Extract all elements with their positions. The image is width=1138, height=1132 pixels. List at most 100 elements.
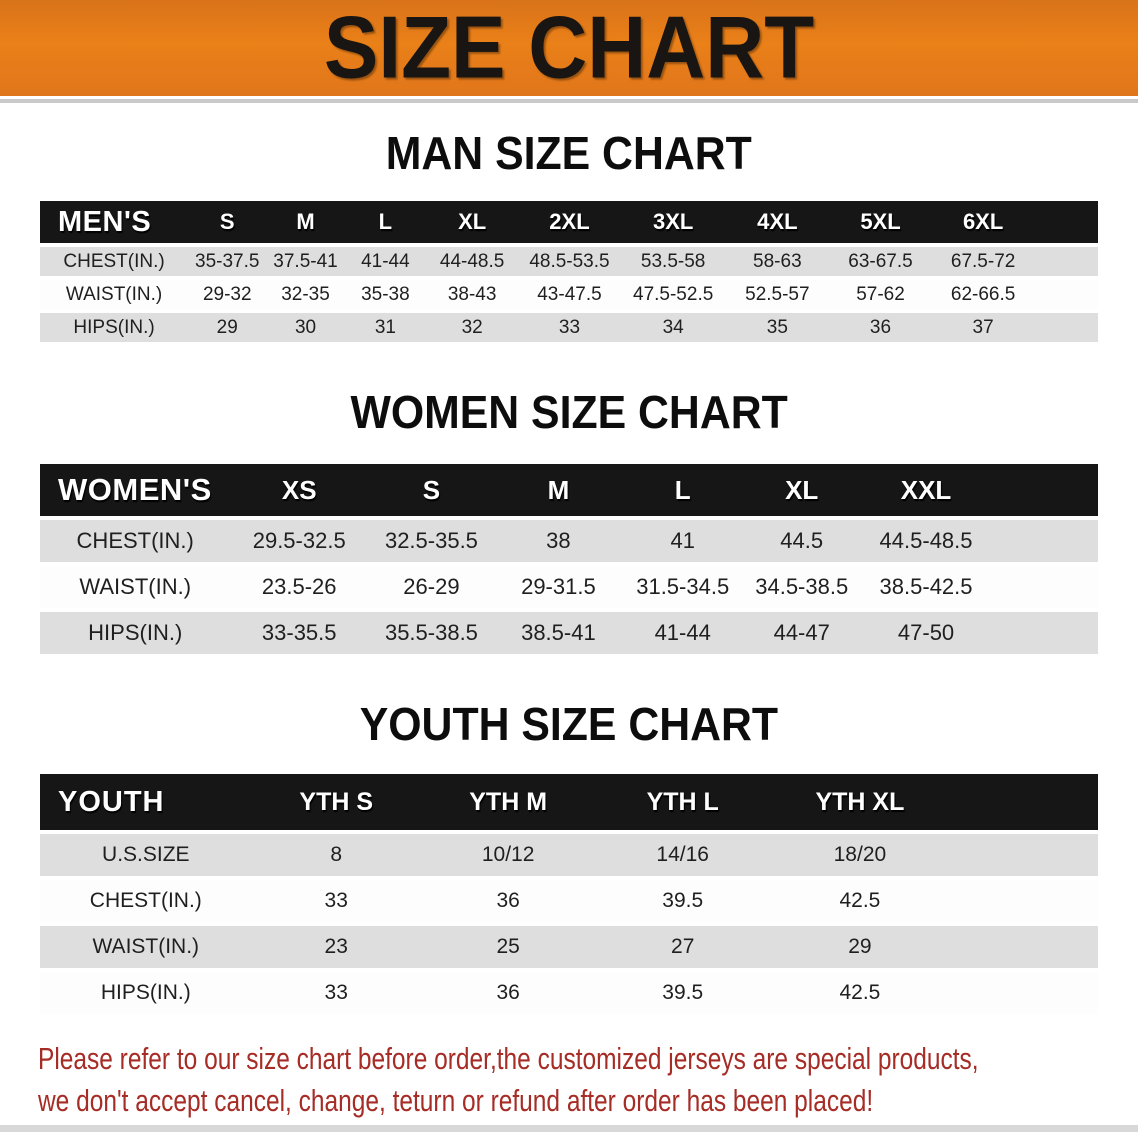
size-column-header: XL	[743, 464, 860, 516]
size-value-cell: 52.5-57	[725, 280, 830, 309]
row-label-cell: CHEST(IN.)	[40, 880, 252, 922]
measurement-row: WAIST(IN.) 29-32 32-35 35-38 38-43 43-47.5 47.…	[40, 280, 1098, 309]
row-spacer-cell	[1034, 313, 1098, 342]
measurement-row: CHEST(IN.) 29.5-32.5 32.5-35.5 38 41 44.5 44.5…	[40, 520, 1098, 562]
size-value-cell: 38-43	[426, 280, 519, 309]
disclaimer-line-2: we don't accept cancel, change, teturn o…	[38, 1083, 874, 1118]
size-value-cell: 38.5-42.5	[859, 566, 993, 608]
size-column-header: 2XL	[518, 201, 621, 243]
measurement-row: U.S.SIZE 8 10/12 14/16 18/20	[40, 834, 1098, 876]
size-value-cell: 35-37.5	[188, 247, 267, 276]
row-spacer-cell	[949, 926, 1098, 968]
size-value-cell: 62-66.5	[931, 280, 1035, 309]
row-label-cell: HIPS(IN.)	[40, 612, 231, 654]
size-value-cell: 67.5-72	[931, 247, 1035, 276]
size-value-cell: 31.5-34.5	[621, 566, 744, 608]
size-column-header: YTH M	[420, 774, 596, 830]
size-value-cell: 26-29	[367, 566, 495, 608]
size-value-cell: 23	[251, 926, 421, 968]
row-label-cell: CHEST(IN.)	[40, 520, 231, 562]
measurement-row: CHEST(IN.) 35-37.5 37.5-41 41-44 44-48.5 48.5…	[40, 247, 1098, 276]
size-value-cell: 18/20	[769, 834, 950, 876]
size-value-cell: 41-44	[621, 612, 744, 654]
size-value-cell: 35.5-38.5	[367, 612, 495, 654]
women-section-heading: WOMEN SIZE CHART	[0, 386, 1138, 438]
size-value-cell: 37.5-41	[266, 247, 345, 276]
row-spacer-cell	[949, 880, 1098, 922]
size-column-header: 6XL	[931, 201, 1035, 243]
size-column-header: XL	[426, 201, 519, 243]
size-value-cell: 35-38	[344, 280, 427, 309]
size-value-cell: 43-47.5	[518, 280, 621, 309]
women-section: WOMEN SIZE CHART WOMEN'S XS S M L XL XXL CHEST(…	[0, 386, 1138, 658]
size-value-cell: 10/12	[420, 834, 596, 876]
size-column-header: M	[494, 464, 622, 516]
row-spacer-cell	[992, 612, 1098, 654]
banner-title: SIZE CHART	[323, 0, 815, 97]
size-value-cell: 36	[420, 972, 596, 1014]
header-spacer-cell	[992, 464, 1098, 516]
header-spacer-cell	[949, 774, 1098, 830]
size-column-header: YTH S	[251, 774, 421, 830]
men-section: MAN SIZE CHART MEN'S S M L XL 2XL 3XL 4XL 5XL 6XL…	[0, 127, 1138, 346]
youth-size-table: YOUTH YTH S YTH M YTH L YTH XL U.S.SIZE 8 10/12…	[40, 770, 1098, 1018]
table-title-cell: YOUTH	[40, 774, 252, 830]
size-value-cell: 32	[426, 313, 519, 342]
row-spacer-cell	[992, 566, 1098, 608]
size-value-cell: 41	[621, 520, 744, 562]
size-column-header: S	[367, 464, 495, 516]
size-column-header: YTH XL	[769, 774, 950, 830]
size-value-cell: 33-35.5	[230, 612, 368, 654]
women-size-table: WOMEN'S XS S M L XL XXL CHEST(IN.) 29.5-32.5 32.5…	[40, 460, 1098, 658]
row-label-cell: WAIST(IN.)	[40, 566, 231, 608]
size-column-header: S	[188, 201, 267, 243]
row-spacer-cell	[949, 834, 1098, 876]
size-value-cell: 58-63	[725, 247, 830, 276]
table-title-cell: MEN'S	[40, 201, 189, 243]
row-label-cell: WAIST(IN.)	[40, 926, 252, 968]
size-value-cell: 25	[420, 926, 596, 968]
youth-section-heading-text: YOUTH SIZE CHART	[359, 698, 779, 750]
size-column-header: 3XL	[620, 201, 726, 243]
size-value-cell: 57-62	[829, 280, 932, 309]
size-value-cell: 29-31.5	[494, 566, 622, 608]
size-value-cell: 29	[188, 313, 267, 342]
size-column-header: 4XL	[725, 201, 830, 243]
size-column-header: XS	[230, 464, 368, 516]
size-value-cell: 32.5-35.5	[367, 520, 495, 562]
youth-section-heading: YOUTH SIZE CHART	[0, 698, 1138, 750]
row-label-cell: U.S.SIZE	[40, 834, 252, 876]
row-label-cell: WAIST(IN.)	[40, 280, 189, 309]
disclaimer-line-1: Please refer to our size chart before or…	[38, 1041, 979, 1076]
men-size-table: MEN'S S M L XL 2XL 3XL 4XL 5XL 6XL CHEST(IN.) 35-37…	[40, 197, 1098, 346]
size-value-cell: 33	[251, 880, 421, 922]
size-value-cell: 38.5-41	[494, 612, 622, 654]
measurement-row: CHEST(IN.) 33 36 39.5 42.5	[40, 880, 1098, 922]
size-value-cell: 27	[595, 926, 770, 968]
measurement-row: WAIST(IN.) 23.5-26 26-29 29-31.5 31.5-34.5 34…	[40, 566, 1098, 608]
size-column-header: L	[344, 201, 427, 243]
size-column-header: YTH L	[595, 774, 770, 830]
size-value-cell: 8	[251, 834, 421, 876]
measurement-row: HIPS(IN.) 29 30 31 32 33 34 35 36 37	[40, 313, 1098, 342]
size-table-header-row: YOUTH YTH S YTH M YTH L YTH XL	[40, 774, 1098, 830]
size-value-cell: 31	[344, 313, 427, 342]
row-spacer-cell	[949, 972, 1098, 1014]
row-label-cell: HIPS(IN.)	[40, 313, 189, 342]
row-spacer-cell	[992, 520, 1098, 562]
size-value-cell: 48.5-53.5	[518, 247, 621, 276]
bottom-strip	[0, 1125, 1138, 1132]
size-value-cell: 41-44	[344, 247, 427, 276]
size-value-cell: 39.5	[595, 972, 770, 1014]
youth-section: YOUTH SIZE CHART YOUTH YTH S YTH M YTH L YTH…	[0, 698, 1138, 1018]
measurement-row: HIPS(IN.) 33-35.5 35.5-38.5 38.5-41 41-44 44-…	[40, 612, 1098, 654]
size-column-header: XXL	[859, 464, 993, 516]
size-value-cell: 39.5	[595, 880, 770, 922]
size-value-cell: 63-67.5	[829, 247, 932, 276]
size-value-cell: 34	[620, 313, 726, 342]
size-column-header: L	[621, 464, 744, 516]
size-value-cell: 44-48.5	[426, 247, 519, 276]
size-value-cell: 29-32	[188, 280, 267, 309]
size-value-cell: 35	[725, 313, 830, 342]
